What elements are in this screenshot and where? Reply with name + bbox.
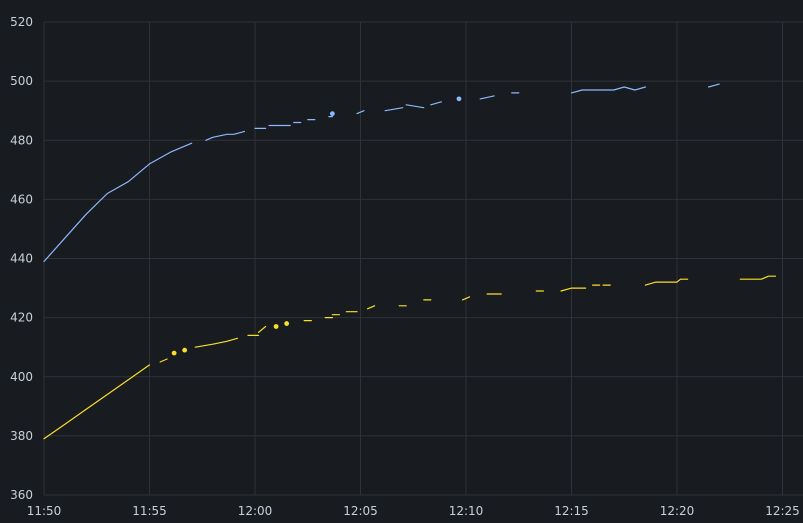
series-blue[interactable] <box>43 83 720 263</box>
series-segment[interactable] <box>43 142 193 263</box>
series-segment[interactable] <box>366 305 376 310</box>
series-segment[interactable] <box>194 337 238 348</box>
series-yellow[interactable] <box>43 275 777 440</box>
series-segment[interactable] <box>205 130 246 141</box>
x-tick-label: 12:20 <box>660 504 695 518</box>
series-segment[interactable] <box>570 86 647 94</box>
series-segment[interactable] <box>405 104 425 109</box>
y-axis: 360 380 400 420 440 460 480 500 520 <box>10 15 33 502</box>
y-tick-label: 400 <box>10 370 33 384</box>
series-segment[interactable] <box>257 325 267 333</box>
x-tick-label: 12:25 <box>765 504 800 518</box>
y-tick-label: 440 <box>10 252 33 266</box>
series-segment[interactable] <box>43 364 151 440</box>
series-segment[interactable] <box>560 287 587 292</box>
data-point[interactable] <box>329 111 335 117</box>
data-point[interactable] <box>284 321 290 326</box>
x-tick-label: 12:05 <box>343 504 378 518</box>
series-segment[interactable] <box>739 275 777 280</box>
series-segment[interactable] <box>644 278 689 286</box>
data-point[interactable] <box>182 347 188 353</box>
x-tick-label: 12:10 <box>449 504 484 518</box>
grid <box>43 21 803 496</box>
y-tick-label: 360 <box>10 488 33 502</box>
data-point[interactable] <box>171 350 177 356</box>
series-segment[interactable] <box>159 358 168 363</box>
x-axis: 11:50 11:55 12:00 12:05 12:10 12:15 12:20 12:25 <box>27 504 800 518</box>
y-tick-label: 420 <box>10 311 33 325</box>
series-segment[interactable] <box>479 95 495 100</box>
series-segment[interactable] <box>384 107 404 112</box>
y-tick-label: 500 <box>10 74 33 88</box>
data-point[interactable] <box>456 96 462 102</box>
series-layer[interactable] <box>43 83 777 440</box>
series-segment[interactable] <box>707 83 720 88</box>
y-tick-label: 520 <box>10 15 33 29</box>
x-tick-label: 11:55 <box>132 504 167 518</box>
y-tick-label: 380 <box>10 429 33 443</box>
x-tick-label: 12:15 <box>554 504 589 518</box>
y-tick-label: 480 <box>10 133 33 147</box>
series-segment[interactable] <box>356 110 365 115</box>
x-tick-label: 12:00 <box>238 504 273 518</box>
data-point[interactable] <box>273 324 279 329</box>
x-tick-label: 11:50 <box>27 504 62 518</box>
series-segment[interactable] <box>430 101 442 106</box>
y-tick-label: 460 <box>10 192 33 206</box>
series-segment[interactable] <box>461 296 471 301</box>
